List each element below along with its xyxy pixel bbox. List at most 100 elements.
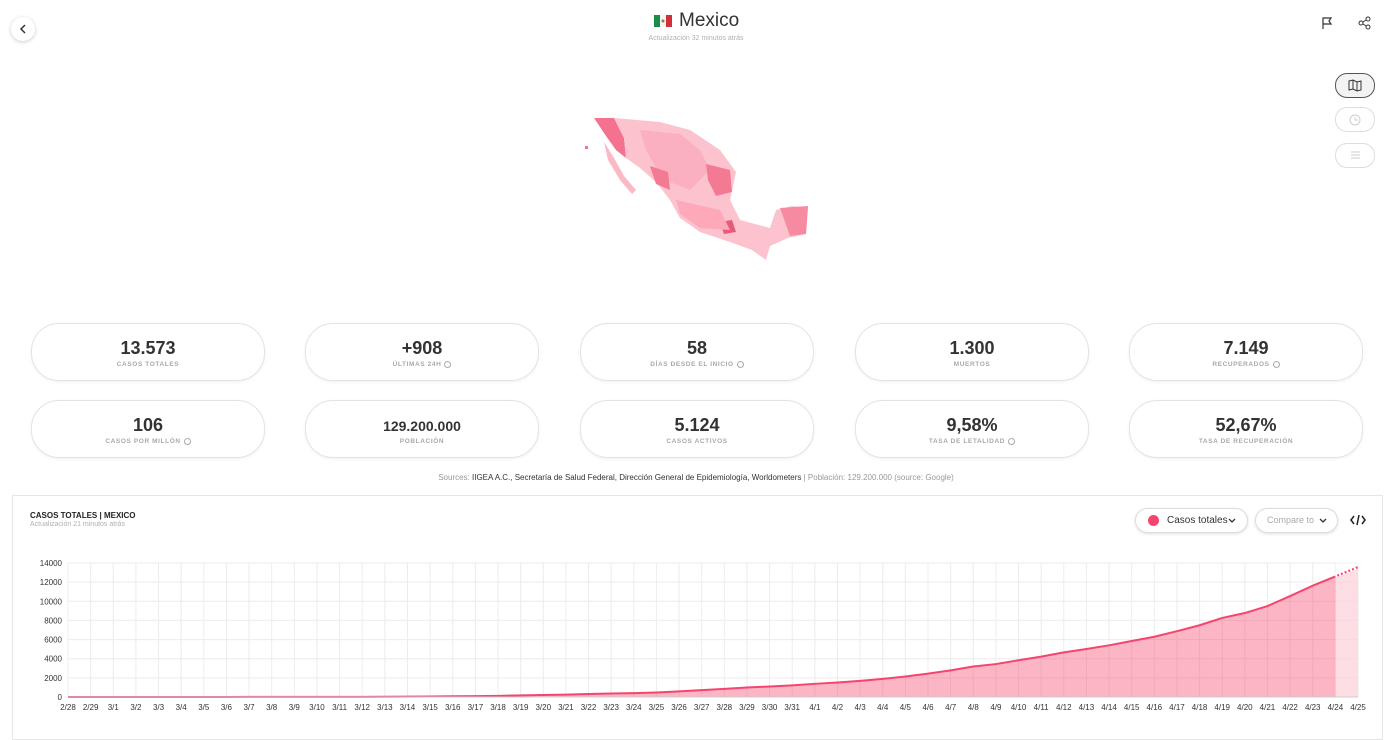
x-tick-label: 4/8 [968,703,980,712]
embed-icon[interactable] [1350,513,1366,527]
x-tick-label: 3/6 [221,703,233,712]
stat-label: CASOS TOTALES [116,361,180,368]
compare-selector[interactable]: Compare to [1255,508,1338,533]
stat-card: 7.149 RECUPERADOS [1129,323,1363,381]
x-tick-label: 4/2 [832,703,844,712]
projection-shade [1335,563,1358,697]
stat-label-row: MUERTOS [856,361,1088,368]
x-tick-label: 4/12 [1056,703,1072,712]
sources-population: | Población: 129.200.000 (source: Google… [803,473,954,482]
stat-card: 52,67% TASA DE RECUPERACIÓN [1129,400,1363,458]
x-tick-label: 3/4 [176,703,188,712]
stat-card: 5.124 CASOS ACTIVOS [580,400,814,458]
x-tick-label: 3/10 [309,703,325,712]
x-tick-label: 4/25 [1350,703,1366,712]
x-tick-label: 4/19 [1214,703,1230,712]
x-tick-label: 3/26 [671,703,687,712]
stat-label: TASA DE LETALIDAD [928,438,1006,446]
projection-dash [1334,565,1359,578]
stat-label-row: CASOS TOTALES [32,361,264,368]
x-tick-label: 4/1 [809,703,821,712]
legend-swatch [1148,515,1159,526]
stat-label-row: ÚLTIMAS 24H [306,361,538,368]
y-tick-label: 8000 [44,616,62,625]
x-tick-label: 3/25 [649,703,665,712]
x-tick-label: 3/2 [130,703,142,712]
x-tick-label: 2/28 [60,703,76,712]
x-tick-label: 3/29 [739,703,755,712]
x-tick-label: 3/3 [153,703,165,712]
stat-value: 58 [686,338,708,358]
back-button[interactable] [11,17,35,41]
chevron [1228,518,1236,523]
stat-value: +908 [401,338,443,358]
x-tick-label: 4/4 [877,703,889,712]
stat-label: CASOS POR MILLÓN [105,438,181,446]
x-tick-label: 3/20 [535,703,551,712]
stat-label: POBLACIÓN [399,438,445,445]
stat-label: TASA DE RECUPERACIÓN [1198,438,1294,445]
x-tick-label: 4/10 [1011,703,1027,712]
list-icon [1351,151,1360,159]
x-tick-label: 3/12 [354,703,370,712]
chart-view-button[interactable] [1335,107,1375,132]
x-tick-label: 4/22 [1282,703,1298,712]
chart: 0 2000 4000 6000 8000 10000 12000 14000 2/28 2/29… [40,559,1367,712]
x-tick-label: 3/18 [490,703,506,712]
stat-value: 9,58% [946,415,998,435]
x-tick-label: 3/19 [513,703,529,712]
metric-selector[interactable]: Casos totales [1135,508,1248,533]
x-tick-label: 3/23 [603,703,619,712]
x-tick-label: 3/8 [266,703,278,712]
map-view-button[interactable] [1335,73,1375,98]
stat-value: 1.300 [949,338,995,358]
stat-label-row: POBLACIÓN [306,438,538,445]
y-tick-label: 0 [58,693,63,702]
chart-title: CASOS TOTALES | MEXICO [30,511,136,520]
info-icon[interactable] [736,361,744,368]
stat-value: 7.149 [1223,338,1269,358]
y-tick-label: 4000 [44,655,62,664]
share-icon[interactable] [1358,16,1372,30]
x-tick-label: 4/5 [900,703,912,712]
info-icon[interactable] [444,361,452,368]
stat-card: 13.573 CASOS TOTALES [31,323,265,381]
stat-value: 106 [132,415,164,435]
x-tick-label: 3/1 [108,703,120,712]
x-tick-label: 3/16 [445,703,461,712]
list-view-button[interactable] [1335,143,1375,168]
x-tick-label: 4/9 [990,703,1002,712]
x-tick-label: 3/21 [558,703,574,712]
chevron [1319,518,1327,523]
stat-card: +908 ÚLTIMAS 24H [305,323,539,381]
mexico-map [585,118,808,260]
y-tick-label: 10000 [40,597,63,606]
y-tick-label: 6000 [44,636,62,645]
stat-label-row: TASA DE LETALIDAD [856,438,1088,445]
info-icon[interactable] [1008,438,1016,445]
info-icon[interactable] [1272,361,1280,368]
x-tick-label: 3/7 [243,703,255,712]
x-tick-label: 3/24 [626,703,642,712]
stat-label: DÍAS DESDE EL INICIO [650,361,734,369]
x-tick-label: 4/11 [1034,703,1050,712]
stat-label: RECUPERADOS [1212,361,1270,369]
stat-label-row: CASOS POR MILLÓN [32,438,264,445]
x-tick-label: 3/5 [198,703,210,712]
x-tick-label: 3/13 [377,703,393,712]
x-tick-label: 4/13 [1079,703,1095,712]
report-icon[interactable] [1320,16,1334,30]
stat-label-row: DÍAS DESDE EL INICIO [581,361,813,368]
stat-label: ÚLTIMAS 24H [392,361,442,369]
x-tick-label: 3/11 [332,703,348,712]
x-tick-label: 3/28 [717,703,733,712]
legend-label: Casos totales [1167,515,1228,526]
stat-label-row: CASOS ACTIVOS [581,438,813,445]
stat-label: MUERTOS [953,361,991,368]
info-icon[interactable] [183,438,191,445]
sources-list[interactable]: IIGEA A.C., Secretaría de Salud Federal,… [472,473,802,482]
stat-value: 52,67% [1215,415,1277,435]
y-tick-label: 2000 [44,674,62,683]
x-tick-label: 4/14 [1101,703,1117,712]
